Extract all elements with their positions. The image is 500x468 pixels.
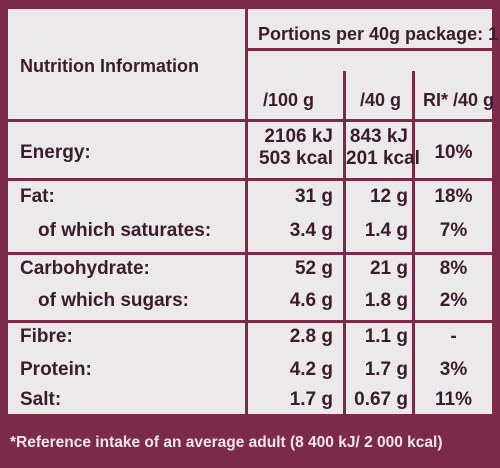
row-label-energy: Energy: xyxy=(20,142,91,163)
energy-per100-kj: 2106 kJ xyxy=(264,126,333,147)
row-label-fibre: Fibre: xyxy=(20,326,73,347)
fibre-per40: 1.1 g xyxy=(364,326,408,347)
energy-per40-kj: 843 kJ xyxy=(349,126,408,147)
divider-portions xyxy=(245,48,492,51)
col-per40-header: /40 g xyxy=(360,90,402,110)
row-label-saturates: of which saturates: xyxy=(38,220,212,241)
divider-top xyxy=(8,6,492,9)
saturates-per100: 3.4 g xyxy=(289,220,333,241)
divider-per40-col xyxy=(412,71,415,414)
protein-ri: 3% xyxy=(439,359,468,380)
salt-per100: 1.7 g xyxy=(289,389,333,410)
carbohydrate-ri: 8% xyxy=(439,258,468,279)
divider-carbs xyxy=(8,320,492,323)
fat-per100: 31 g xyxy=(294,186,333,207)
row-label-salt: Salt: xyxy=(20,389,62,410)
col-ri-header: RI* /40 g xyxy=(423,90,495,110)
protein-per40: 1.7 g xyxy=(364,359,408,380)
fibre-per100: 2.8 g xyxy=(289,326,333,347)
row-label-protein: Protein: xyxy=(20,359,92,380)
energy-per100-kcal: 503 kcal xyxy=(259,148,333,169)
saturates-ri: 7% xyxy=(439,220,468,241)
salt-ri: 11% xyxy=(435,389,472,410)
energy-per40-kcal: 201 kcal xyxy=(346,148,420,169)
energy-ri: 10% xyxy=(434,142,473,163)
divider-label-col xyxy=(245,6,248,414)
sugars-ri: 2% xyxy=(439,290,468,311)
portions-header: Portions per 40g package: 1 xyxy=(258,24,499,44)
row-label-fat: Fat: xyxy=(20,186,55,207)
divider-fat xyxy=(8,252,492,255)
divider-per100-col xyxy=(343,71,346,414)
row-label-carbohydrate: Carbohydrate: xyxy=(20,258,150,279)
fibre-ri: - xyxy=(450,326,457,347)
fat-per40: 12 g xyxy=(369,186,408,207)
col-per100-header: /100 g xyxy=(263,90,315,110)
table-title: Nutrition Information xyxy=(20,56,199,76)
saturates-per40: 1.4 g xyxy=(364,220,408,241)
row-label-sugars: of which sugars: xyxy=(38,290,189,311)
carbohydrate-per40: 21 g xyxy=(369,258,408,279)
sugars-per40: 1.8 g xyxy=(364,290,408,311)
fat-ri: 18% xyxy=(434,186,473,207)
reference-intake-footnote: *Reference intake of an average adult (8… xyxy=(10,434,443,451)
carbohydrate-per100: 52 g xyxy=(294,258,333,279)
sugars-per100: 4.6 g xyxy=(289,290,333,311)
salt-per40: 0.67 g xyxy=(354,389,408,410)
divider-header xyxy=(8,119,492,122)
nutrition-table: Nutrition Information Portions per 40g p… xyxy=(8,6,498,414)
divider-energy xyxy=(8,178,492,181)
protein-per100: 4.2 g xyxy=(289,359,333,380)
